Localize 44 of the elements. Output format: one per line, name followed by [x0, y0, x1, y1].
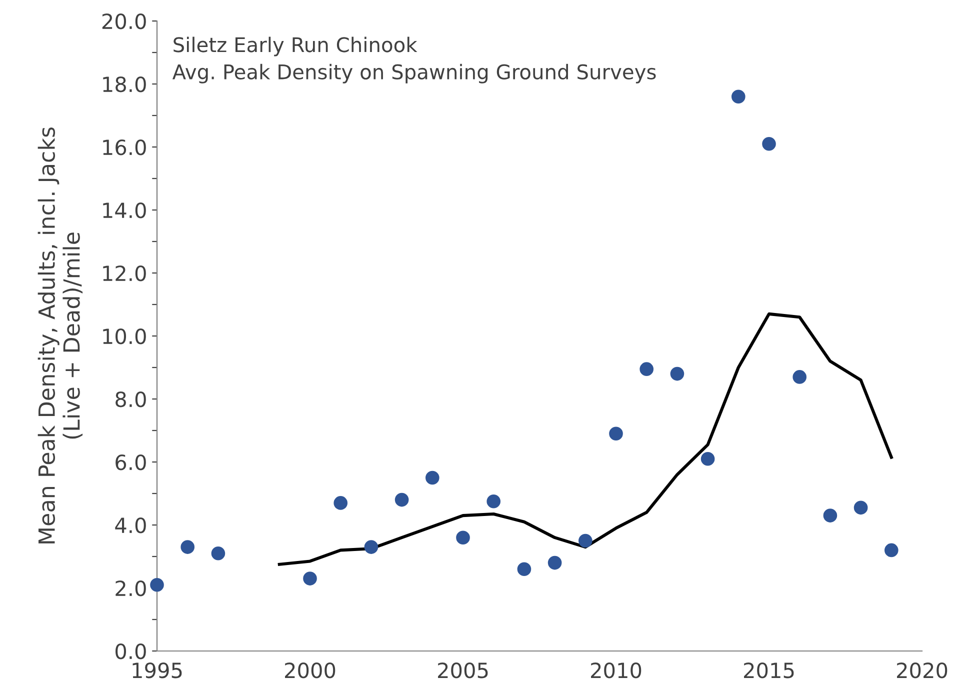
- y-tick-label: 20.0: [102, 13, 146, 30]
- y-tick-label: 10.0: [103, 328, 146, 344]
- y-tick-label: 12.0: [103, 265, 146, 282]
- point: [548, 556, 562, 570]
- x-tick-label: 2015: [744, 662, 794, 678]
- point: [425, 470, 440, 485]
- y-tick-label: 2.0: [116, 580, 146, 596]
- y-tick-label: 0.0: [116, 643, 146, 660]
- point: [640, 362, 654, 376]
- point: [884, 543, 898, 558]
- x-tick-label: 1995: [132, 662, 182, 678]
- point: [334, 496, 348, 510]
- point: [823, 508, 838, 522]
- x-tick-label: 2020: [897, 662, 948, 678]
- point: [670, 366, 684, 381]
- x-tick-label: 2005: [438, 662, 488, 678]
- point: [394, 492, 409, 507]
- x-tick-label: 2000: [285, 662, 336, 678]
- point: [303, 572, 317, 586]
- point: [364, 540, 378, 554]
- y-tick-label: 18.0: [103, 76, 146, 92]
- point: [517, 562, 532, 576]
- point: [731, 90, 746, 104]
- point: [854, 500, 868, 515]
- y-tick-label: 8.0: [116, 391, 146, 408]
- y-tick-label: 16.0: [103, 139, 146, 156]
- point: [456, 530, 470, 545]
- point: [180, 540, 195, 554]
- text: Siletz Early Run Chinook: [174, 36, 418, 56]
- point: [609, 426, 623, 441]
- point: [486, 494, 501, 508]
- point: [700, 452, 715, 466]
- point: [150, 578, 164, 592]
- point: [211, 546, 226, 560]
- text: Avg. Peak Density on Spawning Ground Surveys: [172, 64, 656, 84]
- y-tick-label: 6.0: [116, 454, 146, 470]
- y-axis-title: Mean Peak Density, Adults, incl. Jacks (Live + Dead)/mile: [38, 127, 83, 544]
- y-tick-label: 4.0: [115, 517, 146, 534]
- line-series: [278, 312, 893, 566]
- point: [792, 370, 807, 384]
- point: [762, 136, 776, 151]
- x-tick-label: 2010: [591, 662, 642, 678]
- point: [578, 534, 592, 548]
- y-tick-label: 14.0: [103, 202, 146, 218]
